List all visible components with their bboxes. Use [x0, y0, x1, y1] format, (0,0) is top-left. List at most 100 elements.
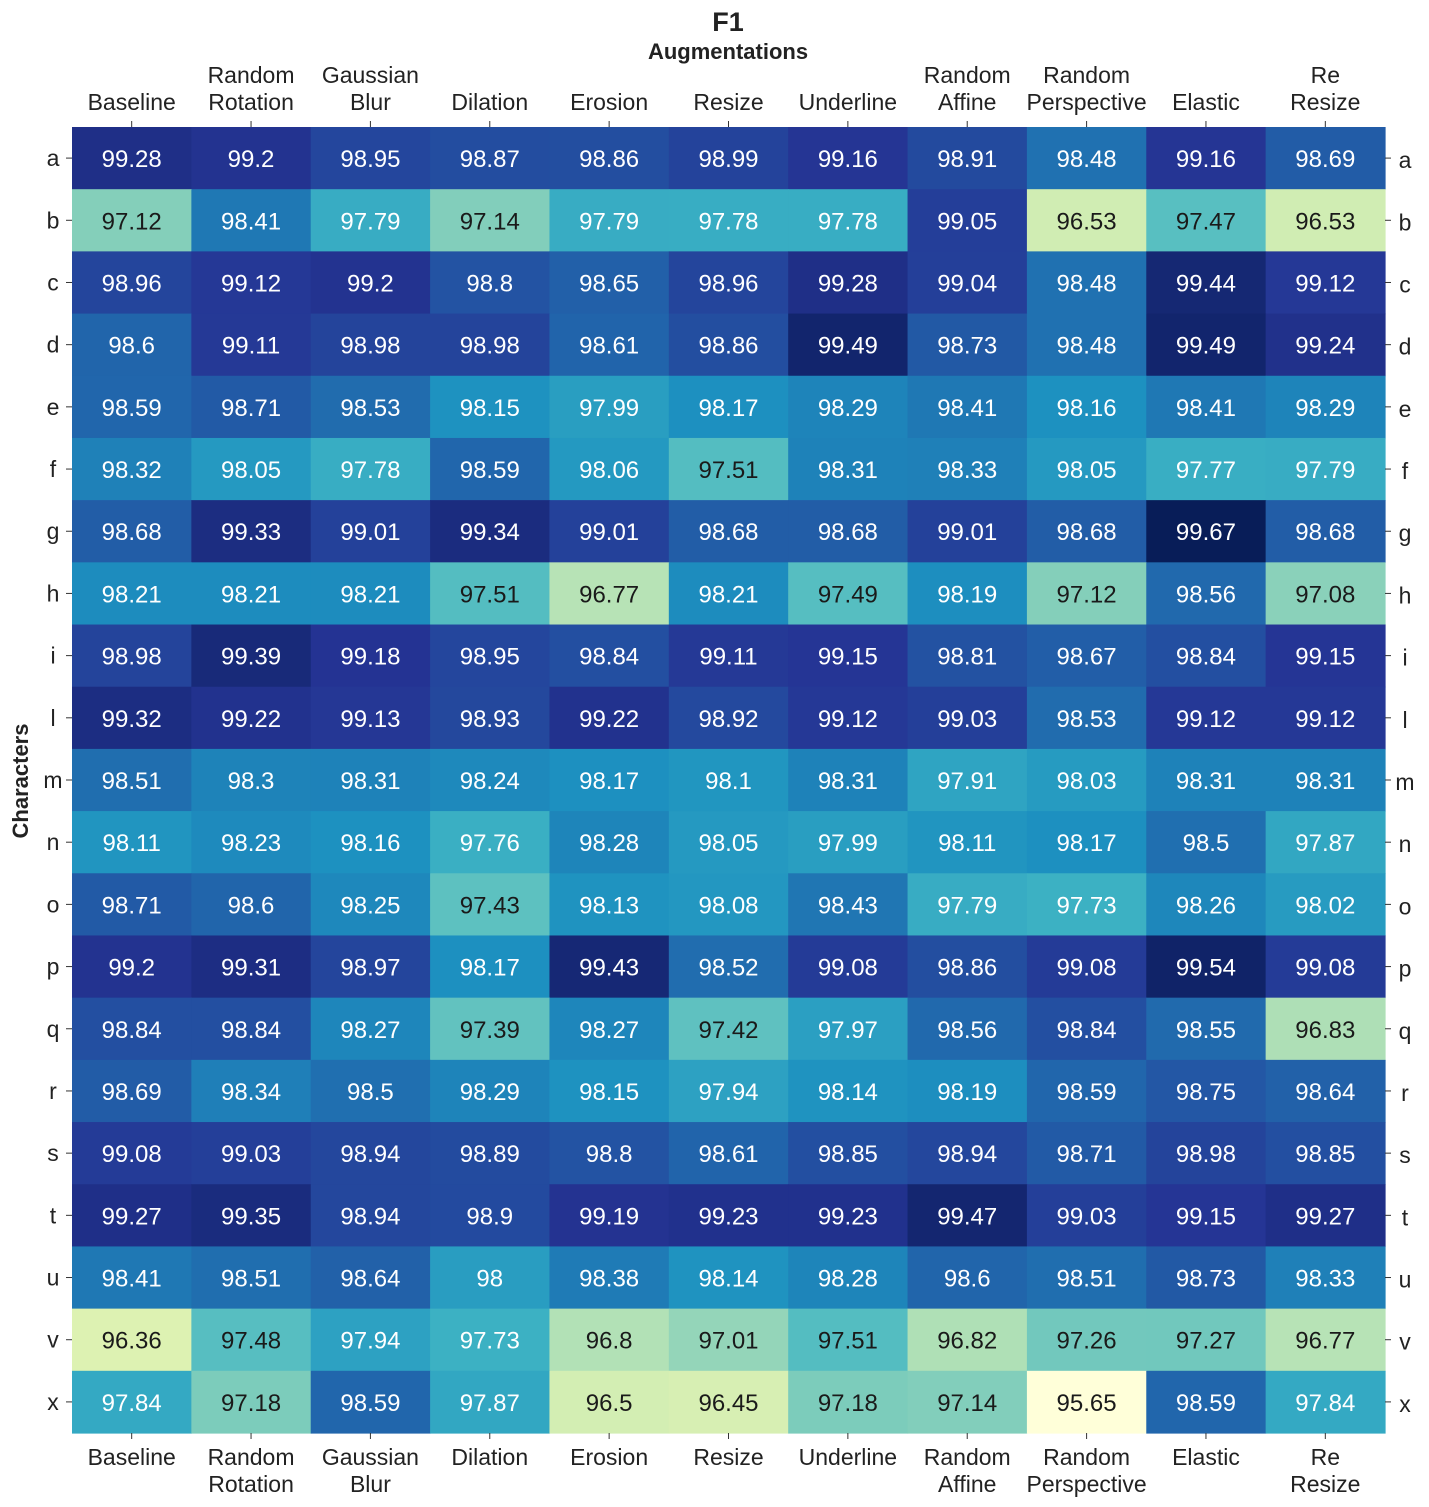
heatmap-cell: [1146, 811, 1267, 874]
cell-value-label: 99.39: [221, 644, 281, 671]
cell-value-label: 99.27: [1295, 1203, 1355, 1230]
heatmap-cell: [1265, 997, 1386, 1061]
cell-value-label: 99.43: [579, 955, 639, 982]
cell-value-label: 98.84: [102, 1017, 162, 1044]
cell-value-label: 97.94: [340, 1328, 400, 1355]
row-label-right: g: [1399, 520, 1412, 546]
cell-value-label: 99.31: [221, 955, 281, 982]
heatmap-cell: [907, 127, 1028, 190]
heatmap-cell: [1265, 748, 1386, 812]
cell-value-label: 98.21: [102, 581, 162, 608]
row-label-left: r: [49, 1078, 57, 1104]
cell-value-label: 98.84: [1057, 1017, 1117, 1044]
heatmap-cell: [907, 189, 1028, 252]
cell-value-label: 98.17: [579, 768, 639, 795]
heatmap-cell: [72, 811, 192, 874]
heatmap-cell: [430, 997, 551, 1061]
row-label-left: t: [50, 1202, 57, 1228]
heatmap-cell: [549, 811, 670, 874]
cell-value-label: 97.08: [1295, 581, 1355, 608]
cell-value-label: 98.03: [1057, 768, 1117, 795]
heatmap-cell: [430, 811, 551, 874]
cell-value-label: 96.82: [937, 1328, 997, 1355]
cell-value-label: 98.6: [944, 1266, 991, 1293]
heatmap-cell: [1146, 500, 1267, 563]
heatmap-cell: [1265, 1370, 1386, 1434]
cell-value-label: 97.27: [1176, 1328, 1236, 1355]
cell-value-label: 99.47: [937, 1203, 997, 1230]
heatmap-cell: [907, 500, 1028, 563]
row-label-left: e: [47, 394, 60, 420]
cell-value-label: 98.17: [1057, 830, 1117, 857]
heatmap-cell: [788, 251, 909, 315]
cell-value-label: 97.51: [460, 581, 520, 608]
cell-value-label: 98.71: [221, 395, 281, 422]
cell-value-label: 97.79: [937, 892, 997, 919]
cell-value-label: 98.59: [1176, 1390, 1236, 1417]
heatmap-cell: [788, 811, 909, 874]
heatmap-cell: [430, 935, 551, 999]
cell-value-label: 99.12: [818, 706, 878, 733]
row-label-left: f: [50, 456, 57, 482]
heatmap-cell: [310, 500, 431, 563]
heatmap-cell: [907, 313, 1028, 377]
cell-value-label: 98.29: [818, 395, 878, 422]
cell-value-label: 98.61: [579, 333, 639, 360]
cell-value-label: 98.59: [1057, 1079, 1117, 1106]
heatmap-cell: [907, 686, 1028, 750]
row-label-right: e: [1399, 396, 1412, 422]
cell-value-label: 98.65: [579, 270, 639, 297]
heatmap-cell: [788, 500, 909, 563]
heatmap-cell: [907, 997, 1028, 1061]
heatmap-cell: [72, 189, 192, 252]
row-label-right: i: [1402, 645, 1407, 671]
heatmap-cell: [191, 997, 312, 1061]
heatmap-cell: [72, 1184, 192, 1248]
heatmap-cell: [72, 313, 192, 377]
row-label-right: q: [1399, 1018, 1412, 1044]
cell-value-label: 98.13: [579, 892, 639, 919]
heatmap-cell: [72, 1059, 192, 1123]
cell-value-label: 98.29: [460, 1079, 520, 1106]
cell-value-label: 99.03: [937, 706, 997, 733]
cell-value-label: 99.03: [221, 1141, 281, 1168]
row-label-right: a: [1399, 147, 1412, 173]
column-label-top: Gaussian: [322, 62, 419, 88]
cell-value-label: 98.17: [698, 395, 758, 422]
cell-value-label: 97.49: [818, 581, 878, 608]
right-row-labels: a b c d e f g h i l m n o p q r s t u v x: [1385, 147, 1415, 1417]
cell-value-label: 97.47: [1176, 208, 1236, 235]
cell-value-label: 98.75: [1176, 1079, 1236, 1106]
heatmap-cell: [1146, 251, 1267, 315]
cell-value-label: 98.8: [586, 1141, 633, 1168]
cell-value-label: 96.77: [579, 581, 639, 608]
row-label-left: d: [47, 332, 60, 358]
cell-value-label: 98.93: [460, 706, 520, 733]
cell-value-label: 97.18: [818, 1390, 878, 1417]
heatmap-cell: [1026, 313, 1147, 377]
cell-value-label: 98.94: [340, 1141, 400, 1168]
column-label-bottom: Blur: [350, 1471, 391, 1497]
heatmap-cell: [310, 1184, 431, 1248]
cell-value-label: 99.08: [1057, 955, 1117, 982]
heatmap-cell: [549, 1246, 670, 1310]
heatmap-cell: [1026, 1059, 1147, 1123]
cell-value-label: 98.05: [698, 830, 758, 857]
heatmap-cell: [430, 500, 551, 563]
cell-value-label: 98.96: [102, 270, 162, 297]
cell-value-label: 98.38: [579, 1266, 639, 1293]
heatmap-cell: [1146, 686, 1267, 750]
heatmap-cell: [310, 1308, 431, 1372]
column-label-top: Elastic: [1172, 89, 1240, 115]
heatmap-cell: [549, 1184, 670, 1248]
cell-value-label: 98.68: [1295, 519, 1355, 546]
cell-value-label: 97.99: [818, 830, 878, 857]
cell-value-label: 98.55: [1176, 1017, 1236, 1044]
cell-value-label: 97.94: [698, 1079, 758, 1106]
heatmap-cell: [1146, 189, 1267, 252]
heatmap-cell: [668, 873, 789, 937]
cell-value-label: 97.91: [937, 768, 997, 795]
heatmap-cell: [72, 437, 192, 501]
heatmap-cell: [72, 935, 192, 999]
heatmap-cell: [549, 1122, 670, 1185]
